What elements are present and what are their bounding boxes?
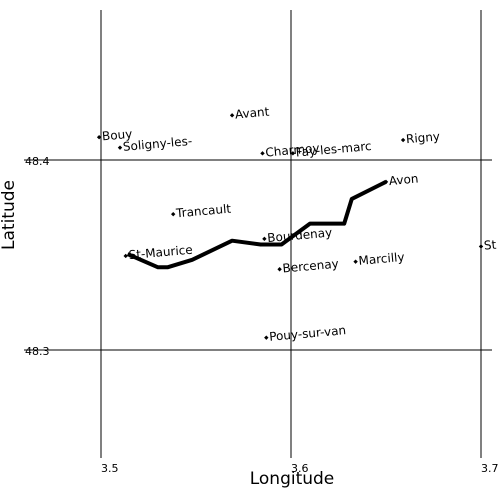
place-marker-icon (478, 244, 484, 249)
place-marker-icon (229, 113, 235, 118)
place-charmoy: Charmoy (260, 141, 320, 160)
place-marker-icon (277, 267, 282, 272)
place-trancault: Trancault (171, 202, 232, 221)
place-soligny-les: Soligny-les- (117, 134, 193, 154)
place-bercenay: Bercenay (277, 257, 339, 276)
place-st-maurice: St-Maurice (123, 243, 193, 263)
place-label: Pouy-sur-van (269, 323, 347, 344)
place-bourdenay: Bourdenay (262, 225, 333, 245)
y-tick-label: 48.3 (25, 345, 50, 358)
place-marker-icon (264, 335, 269, 340)
tick-labels: 3.5 3.6 3.7 48.4 48.3 (25, 155, 499, 475)
place-label: Avon (388, 172, 419, 189)
y-axis-label: Latitude (0, 180, 19, 250)
graticule (24, 10, 492, 458)
place-st: St (478, 238, 497, 253)
place-label: Marcilly (358, 250, 405, 268)
place-marker-icon (290, 151, 296, 156)
route-line (126, 180, 387, 270)
place-marker-icon (171, 211, 176, 217)
x-tick-label: 3.5 (101, 462, 119, 475)
place-label: Rigny (405, 129, 440, 146)
place-avant: Avant (229, 105, 270, 122)
place-marker-icon (262, 236, 267, 242)
place-bouy: Bouy (96, 127, 133, 144)
place-label: Fay-les-marc (295, 139, 372, 160)
x-tick-label: 3.6 (291, 462, 309, 475)
place-avon: Avon (383, 172, 419, 189)
place-rigny: Rigny (400, 129, 441, 146)
place-marcilly: Marcilly (353, 250, 405, 268)
place-pouy-sur-van: Pouy-sur-van (264, 323, 347, 344)
place-marker-icon (96, 135, 102, 140)
place-label: Bercenay (282, 257, 339, 276)
x-axis-label: Longitude (250, 469, 335, 489)
place-label: Avant (234, 105, 270, 122)
place-label: St-Maurice (128, 243, 193, 263)
place-label: St (483, 238, 497, 253)
place-marker-icon (117, 145, 123, 150)
place-marker-icon (353, 259, 358, 264)
route-layer (126, 180, 387, 270)
x-tick-label: 3.7 (481, 462, 499, 475)
place-label: Soligny-les- (122, 134, 192, 154)
y-tick-label: 48.4 (25, 155, 50, 168)
place-label: Bourdenay (267, 225, 333, 245)
place-label: Trancault (175, 202, 232, 221)
place-marker-icon (383, 179, 389, 185)
place-marker-icon (260, 151, 265, 156)
place-marker-icon (400, 137, 406, 143)
place-label: Bouy (101, 127, 132, 144)
place-marker-icon (123, 253, 128, 259)
place-label: Charmoy (265, 141, 320, 160)
place-fay-les-marc: Fay-les-marc (290, 139, 372, 160)
